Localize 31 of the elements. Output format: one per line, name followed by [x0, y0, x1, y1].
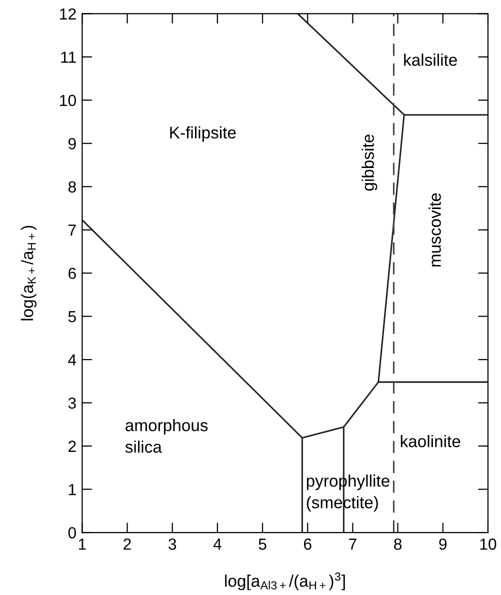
x-tick-label: 2: [124, 538, 131, 550]
annotation: amorphous silica: [125, 419, 208, 453]
y-tick-label: 6: [68, 268, 76, 280]
x-tick-label: 1: [78, 538, 86, 550]
x-tick-label: 9: [439, 538, 447, 550]
y-tick-label: 10: [60, 94, 76, 106]
y-tick-label: 8: [68, 181, 76, 193]
annotation: muscovite: [428, 193, 441, 266]
y-tick-label: 3: [68, 397, 76, 409]
annotation: gibbsite: [362, 134, 378, 191]
y-tick-label: 2: [68, 440, 76, 452]
y-tick-label: 4: [68, 354, 76, 366]
x-tick-label: 8: [394, 538, 402, 550]
annotation: K-filipsite: [170, 126, 236, 142]
annotation: kaolinite: [400, 434, 460, 448]
y-tick-label: 7: [68, 224, 76, 236]
x-tick-label: 4: [213, 538, 222, 550]
x-tick-label: 6: [304, 538, 312, 550]
y-tick-label: 9: [68, 138, 76, 150]
x-tick-label: 7: [349, 538, 356, 550]
y-tick-label: 1: [68, 484, 76, 496]
x-tick-label: 3: [168, 538, 176, 550]
y-tick-label: 0: [68, 527, 76, 538]
y-tick-label: 12: [60, 8, 76, 20]
annotation: kalsilite: [404, 54, 457, 66]
y-tick-label: 5: [68, 311, 76, 322]
x-tick-label: 5: [258, 538, 266, 550]
x-axis-title: log[a$_{Al3+}$/(a$_{H+}$)$^{3}$]: [225, 572, 345, 590]
x-tick-label: 10: [480, 538, 496, 550]
y-tick-label: 11: [61, 52, 76, 63]
y-axis-title: log(a$_{K+}$/a$_{H+}$): [20, 226, 36, 320]
